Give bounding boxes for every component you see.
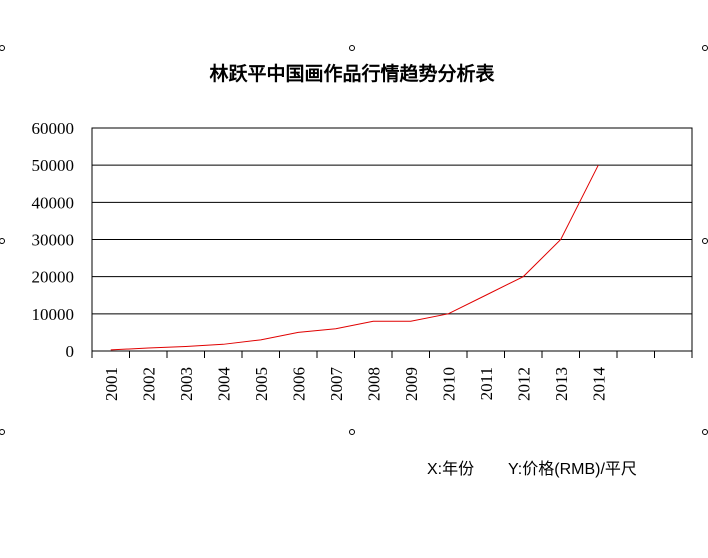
x-tick-label: 2001 bbox=[102, 367, 121, 401]
x-tick-label: 2006 bbox=[289, 367, 308, 401]
x-tick-label: 2002 bbox=[139, 367, 158, 401]
y-tick-label: 10000 bbox=[32, 305, 75, 324]
y-tick-label: 20000 bbox=[32, 268, 75, 287]
annotation: X:年份 bbox=[427, 460, 474, 478]
x-tick-label: 2007 bbox=[327, 367, 346, 402]
x-tick-label: 2008 bbox=[364, 367, 383, 401]
y-tick-label: 60000 bbox=[32, 119, 75, 138]
x-tick-label: 2014 bbox=[589, 367, 608, 402]
y-tick-label: 40000 bbox=[32, 193, 75, 212]
x-tick-label: 2010 bbox=[439, 367, 458, 401]
chart-title: 林跃平中国画作品行情趋势分析表 bbox=[209, 62, 495, 85]
x-tick-label: 2009 bbox=[402, 367, 421, 401]
selection-handles bbox=[0, 45, 708, 435]
x-tick-label: 2004 bbox=[214, 367, 233, 402]
annotation: Y:价格(RMB)/平尺 bbox=[508, 460, 637, 478]
x-tick-label: 2005 bbox=[252, 367, 271, 401]
y-tick-label: 30000 bbox=[32, 231, 75, 250]
series-line bbox=[110, 164, 599, 351]
x-tick-label: 2011 bbox=[477, 367, 496, 400]
x-tick-label: 2003 bbox=[177, 367, 196, 401]
y-tick-label: 0 bbox=[66, 342, 75, 361]
x-tick-label: 2013 bbox=[552, 367, 571, 401]
x-tick-label: 2012 bbox=[514, 367, 533, 401]
y-tick-label: 50000 bbox=[32, 156, 75, 175]
